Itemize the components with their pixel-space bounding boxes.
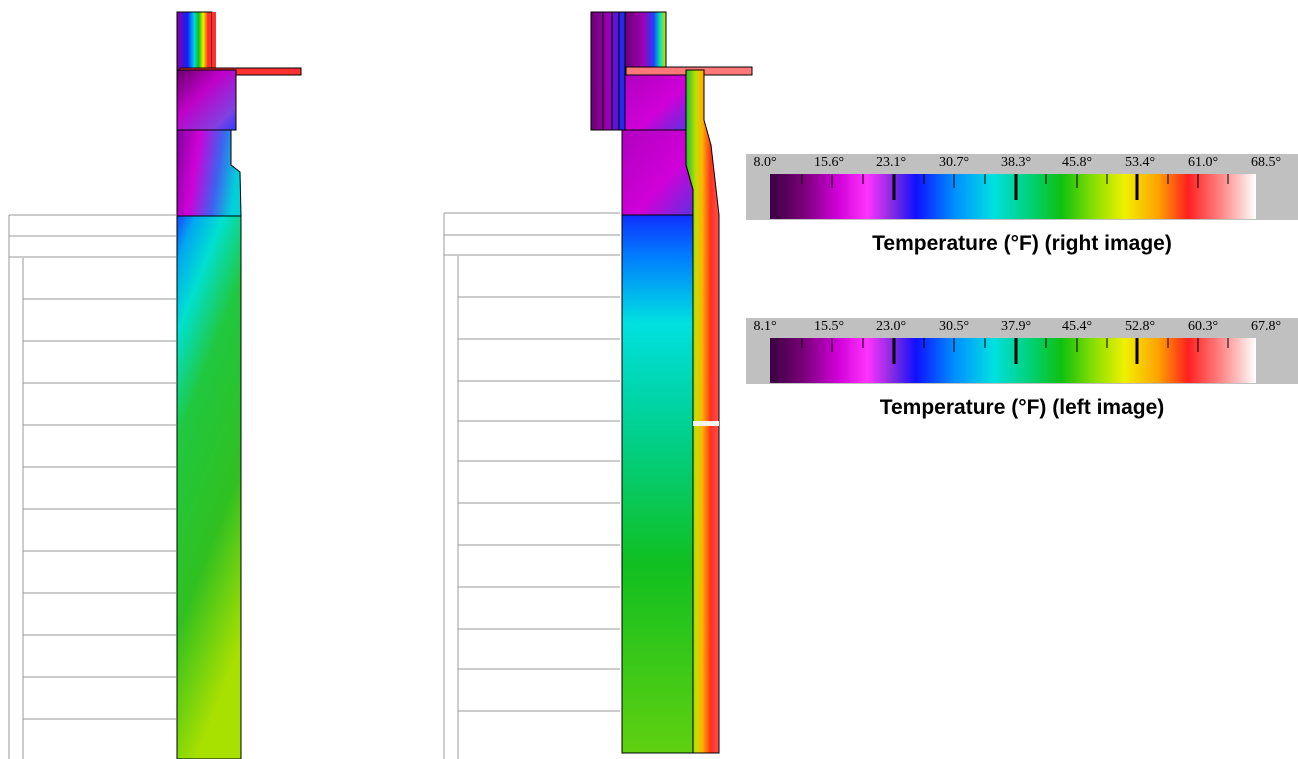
right-siding	[443, 212, 620, 759]
left-structure	[176, 11, 302, 759]
tick-label: 30.5°	[938, 319, 970, 334]
tick-label: 68.5°	[1250, 155, 1282, 170]
tick-label: 60.3°	[1187, 319, 1219, 334]
tick-label: 8.0°	[753, 155, 777, 170]
legend-left-caption: Temperature (°F) (left image)	[879, 396, 1165, 419]
tick-label: 53.4°	[1124, 155, 1156, 170]
tick-label: 37.9°	[1000, 319, 1032, 334]
right-structure	[590, 11, 753, 754]
tick-label: 38.3°	[1000, 155, 1032, 170]
tick-label: 15.5°	[813, 319, 845, 334]
tick-label: 8.1°	[753, 319, 777, 334]
tick-label: 23.0°	[875, 319, 907, 334]
tick-label: 67.8°	[1250, 319, 1282, 334]
legend-right-caption: Temperature (°F) (right image)	[872, 232, 1172, 255]
tick-label: 45.8°	[1061, 155, 1093, 170]
left-siding	[8, 214, 176, 759]
legend-left: 8.1° 15.5° 23.0° 30.5° 37.9° 45.4° 52.8°…	[746, 318, 1298, 384]
colorbar-right	[770, 174, 1256, 219]
tick-label: 23.1°	[875, 155, 907, 170]
tick-label: 45.4°	[1061, 319, 1093, 334]
tick-label: 30.7°	[938, 155, 970, 170]
legend-right: 8.0° 15.6° 23.1° 30.7° 38.3° 45.8° 53.4°…	[746, 154, 1298, 220]
colorbar-left	[770, 338, 1256, 383]
tick-label: 52.8°	[1124, 319, 1156, 334]
tick-label: 15.6°	[813, 155, 845, 170]
tick-label: 61.0°	[1187, 155, 1219, 170]
